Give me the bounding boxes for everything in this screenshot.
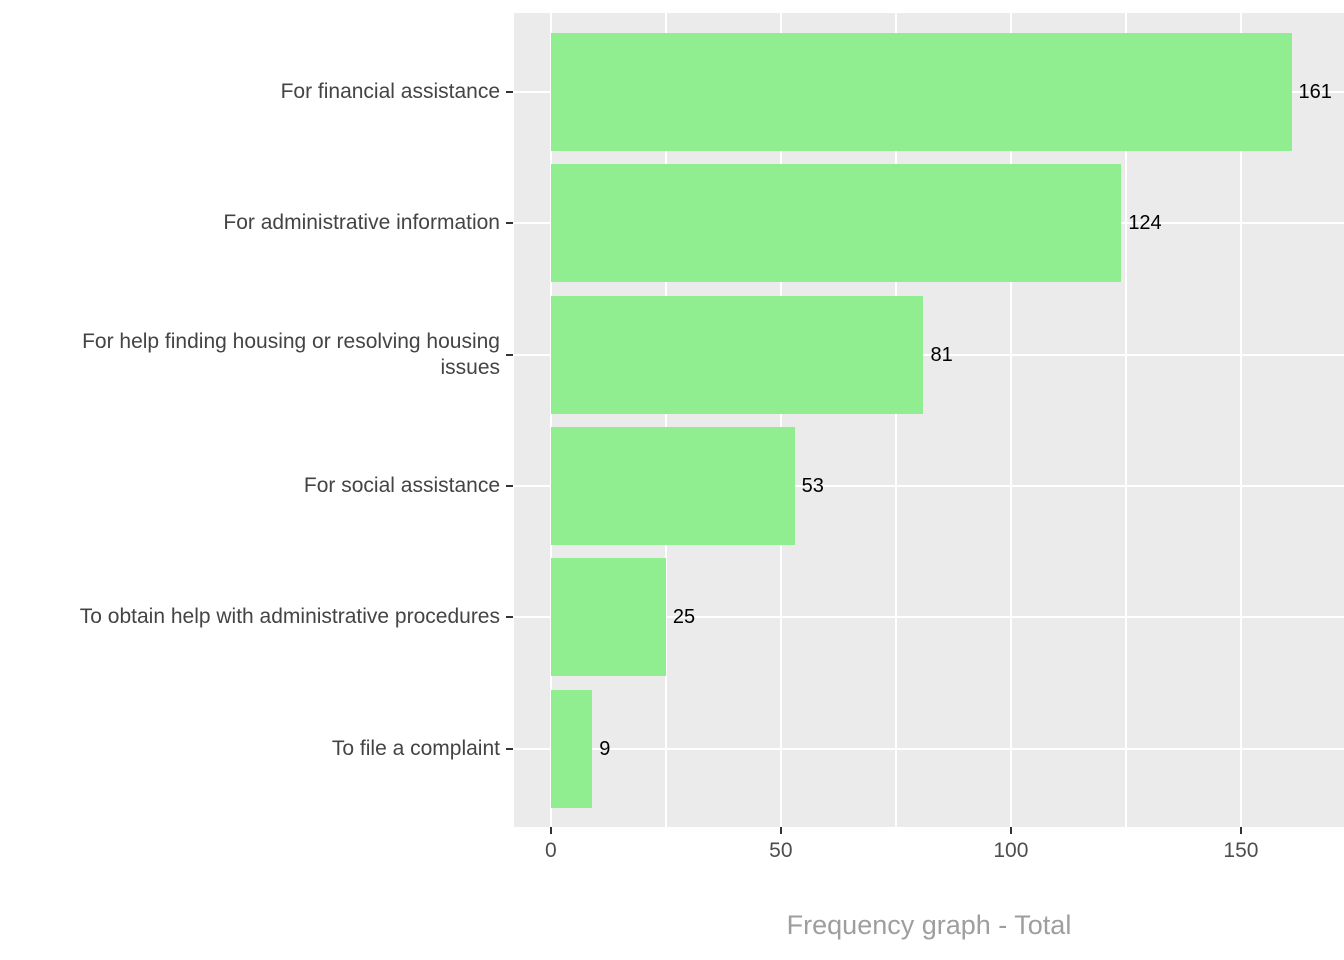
- bar-value-label: 81: [930, 343, 953, 366]
- bar-value-label: 25: [672, 606, 696, 629]
- category-label: For administrative information: [223, 211, 500, 235]
- bar-value-label: 9: [599, 737, 611, 760]
- bar: [550, 33, 1292, 151]
- y-major-gridline: [514, 484, 1344, 487]
- x-tick-label: 0: [544, 839, 557, 862]
- x-axis-tick: [1239, 827, 1242, 834]
- chart-panel: [514, 13, 1344, 827]
- category-label: To obtain help with administrative proce…: [79, 605, 500, 629]
- y-axis-tick: [506, 222, 513, 225]
- x-minor-gridline: [1125, 13, 1127, 827]
- x-tick-label: 100: [993, 839, 1029, 862]
- x-minor-gridline: [895, 13, 897, 827]
- x-axis-tick: [1009, 827, 1012, 834]
- x-tick-label: 150: [1223, 839, 1259, 862]
- chart-title: Frequency graph - Total: [786, 910, 1072, 940]
- x-minor-gridline: [665, 13, 667, 827]
- category-label: For financial assistance: [280, 80, 500, 103]
- bar-value-label: 53: [801, 474, 824, 497]
- y-major-gridline: [514, 353, 1344, 356]
- x-major-gridline: [1009, 13, 1013, 827]
- bar-value-label: 124: [1128, 212, 1162, 235]
- y-axis-tick: [506, 747, 513, 750]
- bar: [550, 295, 924, 414]
- y-major-gridline: [514, 747, 1344, 750]
- x-major-gridline: [779, 13, 783, 827]
- x-axis-tick: [549, 827, 552, 834]
- x-tick-label: 50: [769, 839, 793, 862]
- y-axis-tick: [506, 484, 513, 487]
- bar: [550, 164, 1122, 283]
- y-major-gridline: [514, 616, 1344, 619]
- category-label: For social assistance: [303, 473, 500, 497]
- category-label: For help finding housing or resolving ho…: [82, 329, 500, 379]
- y-axis-tick: [506, 91, 513, 93]
- x-major-gridline: [549, 13, 553, 827]
- bar: [550, 558, 666, 677]
- y-axis-tick: [506, 353, 513, 356]
- x-axis-tick: [779, 827, 782, 834]
- bar-value-label: 161: [1298, 81, 1332, 103]
- y-axis-tick: [506, 616, 513, 619]
- category-label: To file a complaint: [331, 736, 500, 760]
- bar: [550, 689, 593, 808]
- bar: [550, 426, 795, 545]
- x-major-gridline: [1239, 13, 1243, 827]
